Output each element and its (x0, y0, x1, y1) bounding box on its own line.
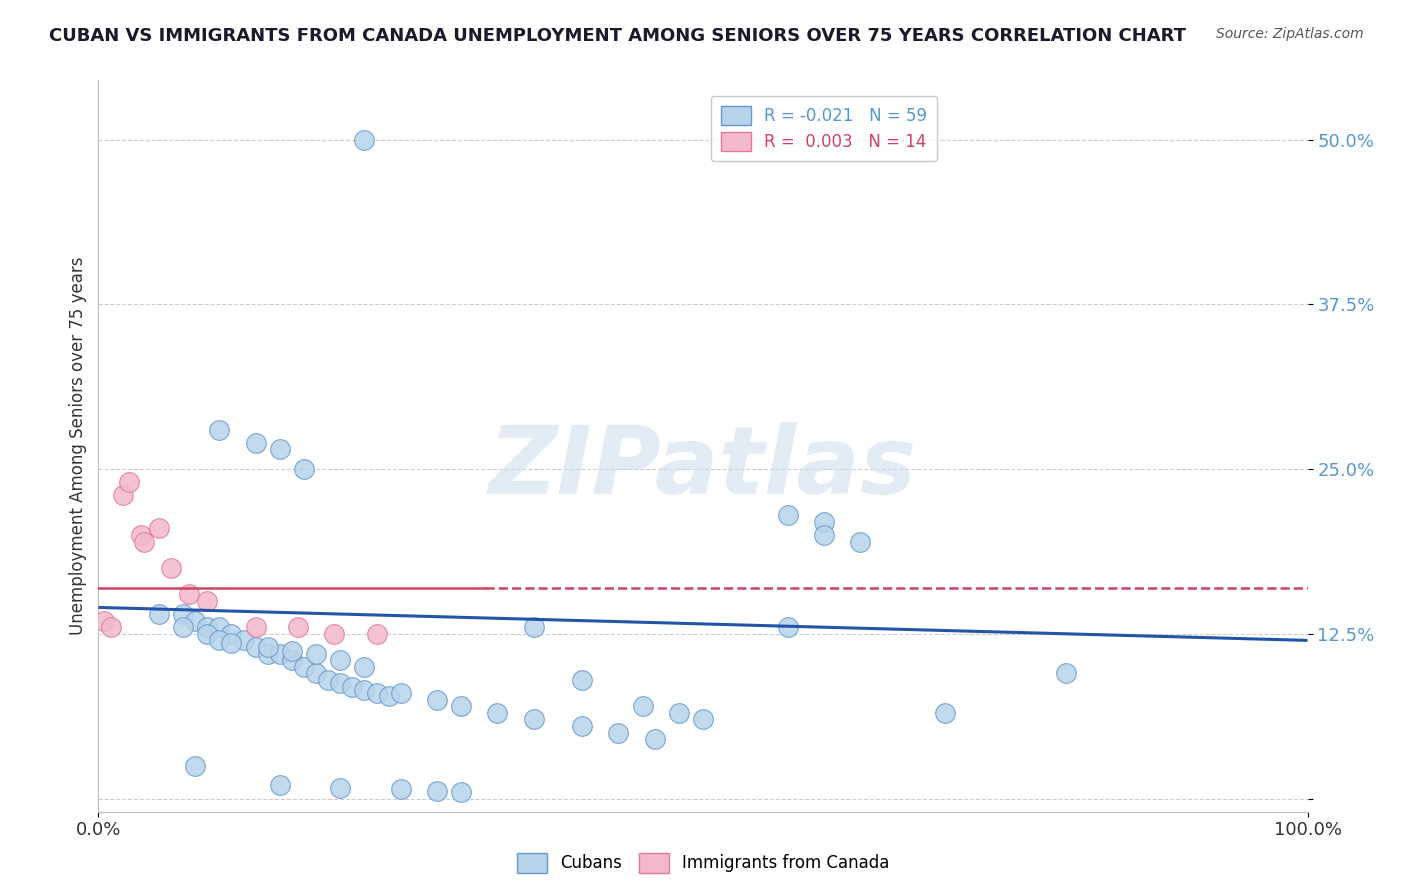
Point (160, 561, 183, 575)
Point (148, 607, 170, 621)
Point (221, 636, 243, 650)
Legend: Cubans, Immigrants from Canada: Cubans, Immigrants from Canada (510, 847, 896, 880)
Point (353, 132, 375, 146)
Point (232, 633, 254, 648)
Y-axis label: Unemployment Among Seniors over 75 years: Unemployment Among Seniors over 75 years (69, 257, 87, 635)
Point (208, 423, 231, 437)
Point (631, 699, 654, 714)
Point (93, 614, 115, 628)
Point (450, 785, 472, 799)
Legend: R = -0.021   N = 59, R =  0.003   N = 14: R = -0.021 N = 59, R = 0.003 N = 14 (711, 96, 936, 161)
Point (1054, 666, 1077, 681)
Point (184, 614, 207, 628)
Point (668, 706, 690, 720)
Point (389, 686, 412, 700)
Point (366, 686, 388, 700)
Point (366, 627, 388, 641)
Point (426, 783, 449, 797)
Point (813, 528, 835, 542)
Point (269, 442, 291, 457)
Point (607, 725, 630, 739)
Point (644, 732, 666, 747)
Point (184, 758, 207, 772)
Point (450, 699, 472, 714)
Point (571, 719, 593, 733)
Point (323, 627, 346, 641)
Point (172, 607, 194, 621)
Text: ZIPatlas: ZIPatlas (489, 422, 917, 514)
Point (377, 689, 399, 703)
Point (281, 644, 304, 658)
Point (776, 620, 799, 634)
Point (523, 620, 546, 634)
Point (329, 653, 352, 667)
Point (353, 683, 375, 698)
Point (245, 620, 267, 634)
Point (934, 706, 956, 720)
Point (179, 587, 201, 601)
Point (342, 680, 364, 694)
Point (208, 620, 231, 634)
Point (111, 488, 134, 502)
Point (292, 659, 315, 673)
Point (692, 713, 714, 727)
Point (486, 706, 509, 720)
Point (256, 647, 278, 661)
Point (195, 627, 218, 641)
Point (269, 778, 291, 792)
Point (813, 515, 835, 529)
Point (353, 659, 375, 673)
Point (281, 653, 304, 667)
Point (292, 462, 315, 476)
Point (305, 647, 328, 661)
Point (208, 633, 231, 648)
Point (195, 594, 218, 608)
Point (329, 675, 352, 690)
Point (776, 508, 799, 523)
Point (172, 620, 194, 634)
Point (245, 640, 267, 654)
Point (195, 620, 218, 634)
Point (287, 620, 309, 634)
Point (523, 713, 546, 727)
Point (256, 640, 278, 654)
Point (329, 780, 352, 795)
Point (316, 673, 339, 687)
Point (269, 647, 291, 661)
Text: Source: ZipAtlas.com: Source: ZipAtlas.com (1216, 27, 1364, 41)
Point (134, 534, 156, 549)
Point (849, 534, 872, 549)
Point (571, 673, 593, 687)
Point (305, 666, 328, 681)
Point (118, 475, 141, 490)
Text: CUBAN VS IMMIGRANTS FROM CANADA UNEMPLOYMENT AMONG SENIORS OVER 75 YEARS CORRELA: CUBAN VS IMMIGRANTS FROM CANADA UNEMPLOY… (49, 27, 1187, 45)
Point (389, 782, 412, 797)
Point (245, 435, 267, 450)
Point (129, 528, 152, 542)
Point (426, 692, 449, 706)
Point (221, 627, 243, 641)
Point (148, 521, 170, 535)
Point (100, 620, 122, 634)
